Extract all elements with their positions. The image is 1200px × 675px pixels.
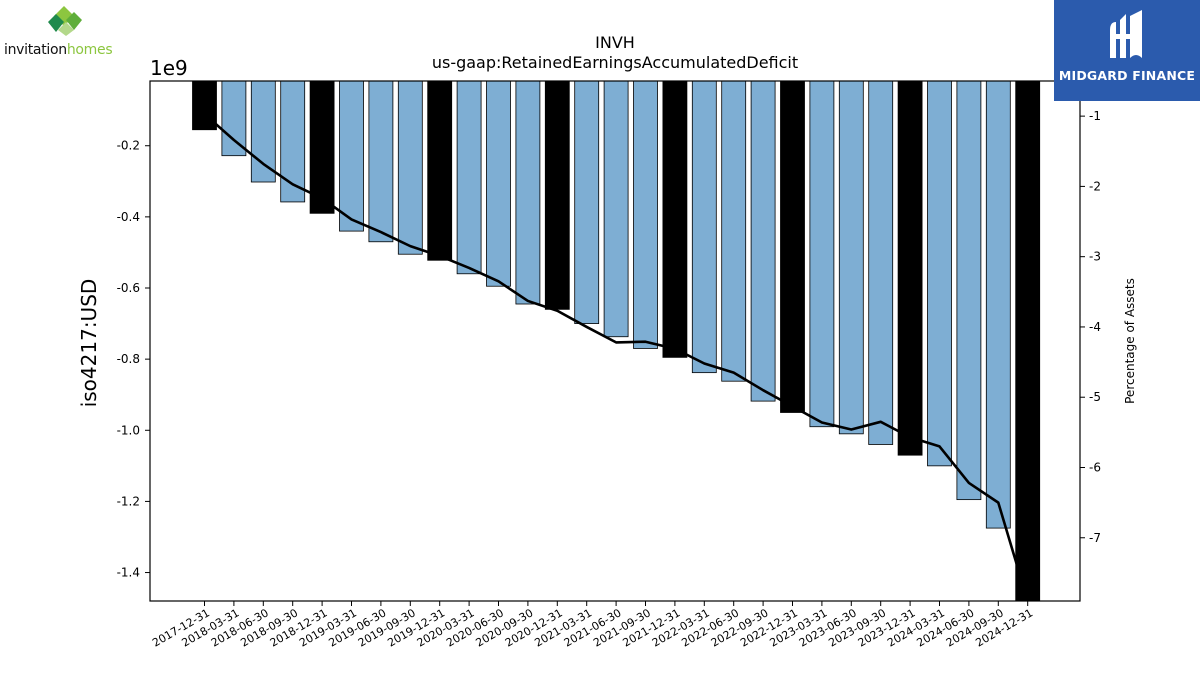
y2-tick-label: -4 xyxy=(1089,320,1101,334)
bar-2019-03-31 xyxy=(339,80,364,232)
bar-2018-03-31 xyxy=(221,80,247,157)
bar-2019-12-31 xyxy=(427,80,453,261)
bar-2023-06-30 xyxy=(838,80,864,435)
y-tick-label: -1.4 xyxy=(117,566,140,580)
bar-2020-09-30 xyxy=(515,80,541,305)
bar-2022-06-30 xyxy=(721,80,747,382)
bar-2024-06-30 xyxy=(956,80,982,501)
house-leaf-icon xyxy=(48,6,82,36)
line-group xyxy=(203,113,1029,602)
bar-2019-06-30 xyxy=(368,80,394,243)
bar-2018-09-30 xyxy=(280,80,306,203)
y-tick-label: -1.2 xyxy=(117,494,140,508)
y-tick-label: -0.6 xyxy=(117,281,140,295)
bar-2019-09-30 xyxy=(397,80,423,255)
bar-group xyxy=(192,80,1041,602)
bar-2023-03-31 xyxy=(809,80,835,428)
y-tick-label: -0.8 xyxy=(117,352,140,366)
y-tick-label: -0.2 xyxy=(117,139,140,153)
y-offset-label: 1e9 xyxy=(150,56,188,80)
y-tick-label: -1.0 xyxy=(117,423,140,437)
bar-2024-12-31 xyxy=(1015,80,1041,602)
bar-2022-12-31 xyxy=(780,80,805,413)
invitation-homes-logo: invitationhomes xyxy=(4,4,134,60)
y-tick-label: -0.4 xyxy=(117,210,140,224)
bar-2020-12-31 xyxy=(544,80,570,310)
bar-2022-09-30 xyxy=(750,80,776,402)
y-axis-label: iso4217:USD xyxy=(77,279,101,408)
bar-2024-09-30 xyxy=(985,80,1011,529)
chart-title: INVH xyxy=(595,33,635,52)
bar-2017-12-31 xyxy=(192,80,217,131)
bar-2021-03-31 xyxy=(574,80,600,324)
bar-2018-06-30 xyxy=(250,80,276,183)
bar-2020-03-31 xyxy=(456,80,482,275)
logo-wordmark: invitationhomes xyxy=(4,42,113,58)
chart-subtitle: us-gaap:RetainedEarningsAccumulatedDefic… xyxy=(432,53,798,72)
midgard-emblem-icon xyxy=(1110,10,1142,58)
bar-2021-09-30 xyxy=(633,80,658,349)
bar-2023-12-31 xyxy=(897,80,923,456)
bar-2018-12-31 xyxy=(309,80,335,214)
midgard-finance-logo: MIDGARD FINANCE xyxy=(1054,0,1200,101)
logo-word-homes: homes xyxy=(66,42,113,58)
bar-2024-03-31 xyxy=(927,80,952,467)
logo-word-invitation: invitation xyxy=(4,42,67,58)
percentage-of-assets-line xyxy=(203,113,1029,602)
plot-frame xyxy=(149,80,1081,602)
y2-tick-label: -3 xyxy=(1089,250,1101,264)
y2-axis-label: Percentage of Assets xyxy=(1123,278,1137,404)
bar-2023-09-30 xyxy=(868,80,894,445)
y2-tick-label: -1 xyxy=(1089,109,1101,123)
midgard-finance-text: MIDGARD FINANCE xyxy=(1058,68,1196,83)
bar-2021-12-31 xyxy=(662,80,688,358)
bar-2020-06-30 xyxy=(486,80,511,287)
bar-2021-06-30 xyxy=(603,80,629,338)
y2-tick-label: -7 xyxy=(1089,531,1101,545)
y2-tick-label: -5 xyxy=(1089,390,1101,404)
y2-tick-label: -2 xyxy=(1089,179,1101,193)
bar-2022-03-31 xyxy=(691,80,717,374)
y2-tick-label: -6 xyxy=(1089,460,1101,474)
